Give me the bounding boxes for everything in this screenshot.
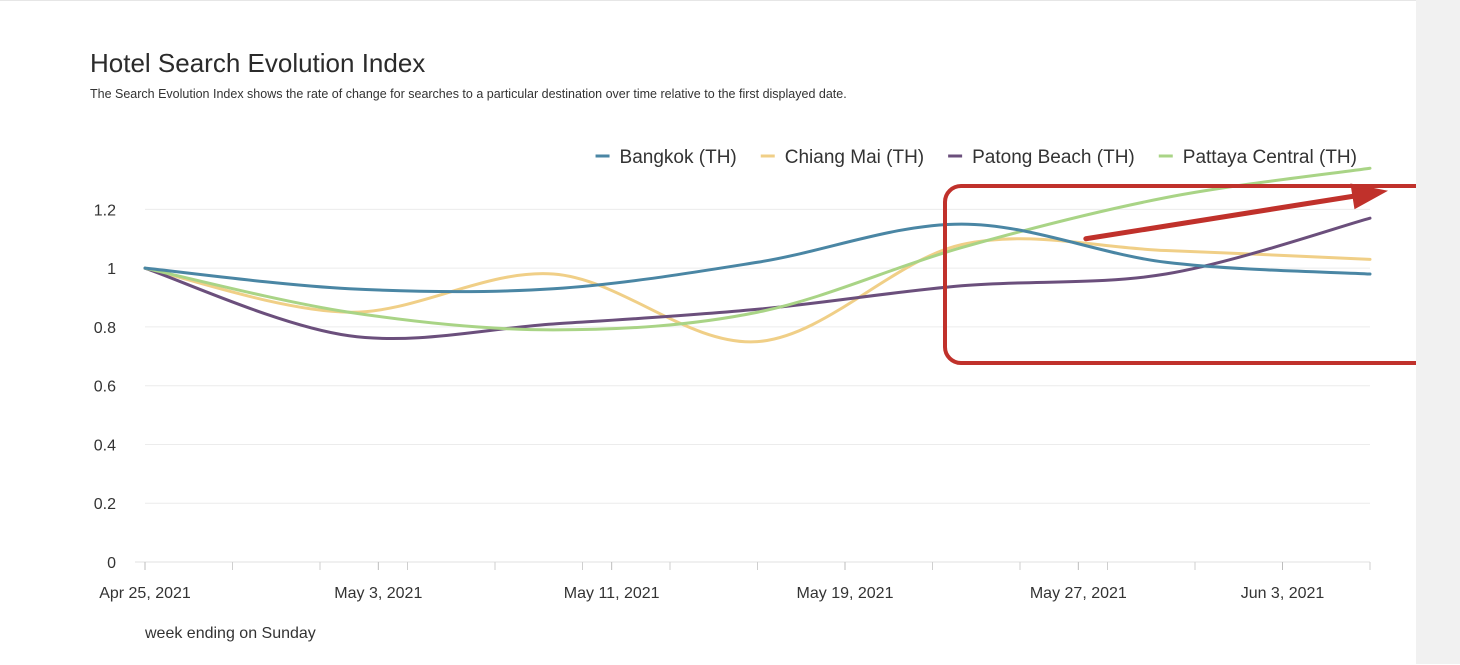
- highlight-box: [943, 184, 1416, 365]
- arrow-head: [1350, 183, 1388, 210]
- annotations: [943, 183, 1416, 365]
- legend-item: Chiang Mai (TH): [760, 147, 924, 168]
- series-line-pattaya-central-th: [143, 166, 1372, 332]
- chart-subtitle: The Search Evolution Index shows the rat…: [90, 87, 847, 101]
- x-axis: Apr 25, 2021 May 3, 2021 May 11, 2021 May 1…: [99, 561, 1371, 602]
- x-tick-label: May 3, 2021: [334, 585, 422, 602]
- legend-label: Pattaya Central (TH): [1183, 147, 1357, 168]
- gridlines: [145, 208, 1370, 504]
- x-tick-label: May 19, 2021: [797, 585, 894, 602]
- series-line-patong-beach-th: [143, 216, 1372, 341]
- x-tick-label: Jun 3, 2021: [1241, 585, 1325, 602]
- x-tick-label: May 11, 2021: [564, 585, 660, 602]
- series-line-bangkok-th: [143, 222, 1372, 294]
- line-chart: Apr 25, 2021 May 3, 2021 May 11, 2021 May 1…: [94, 147, 1416, 642]
- legend-item: Pattaya Central (TH): [1158, 147, 1357, 168]
- y-tick-label: 1: [107, 261, 116, 278]
- x-axis-title: week ending on Sunday: [144, 625, 316, 642]
- series-lines: [143, 166, 1372, 344]
- x-tick-label: May 27, 2021: [1030, 585, 1127, 602]
- legend: Bangkok (TH) Chiang Mai (TH) Patong Beach …: [595, 147, 1357, 168]
- legend-item: Bangkok (TH): [595, 147, 737, 168]
- x-tick-label: Apr 25, 2021: [99, 585, 191, 602]
- chart-title: Hotel Search Evolution Index: [90, 48, 426, 78]
- legend-label: Bangkok (TH): [620, 147, 737, 168]
- legend-label: Patong Beach (TH): [972, 147, 1135, 168]
- y-tick-label: 0: [107, 555, 116, 572]
- scrollbar-track[interactable]: [1416, 0, 1460, 664]
- y-tick-label: 0.6: [94, 379, 116, 396]
- legend-item: Patong Beach (TH): [948, 147, 1135, 168]
- legend-label: Chiang Mai (TH): [785, 147, 924, 168]
- chart-card: [0, 0, 1416, 1]
- series-line-chiang-mai-th: [143, 237, 1372, 344]
- y-axis: 0 0.2 0.4 0.6 0.8 1 1.2: [94, 202, 116, 572]
- y-tick-label: 0.2: [94, 496, 116, 513]
- y-tick-label: 0.8: [94, 320, 116, 337]
- arrow-shaft: [1083, 193, 1355, 242]
- y-tick-label: 1.2: [94, 202, 116, 219]
- y-tick-label: 0.4: [94, 437, 116, 454]
